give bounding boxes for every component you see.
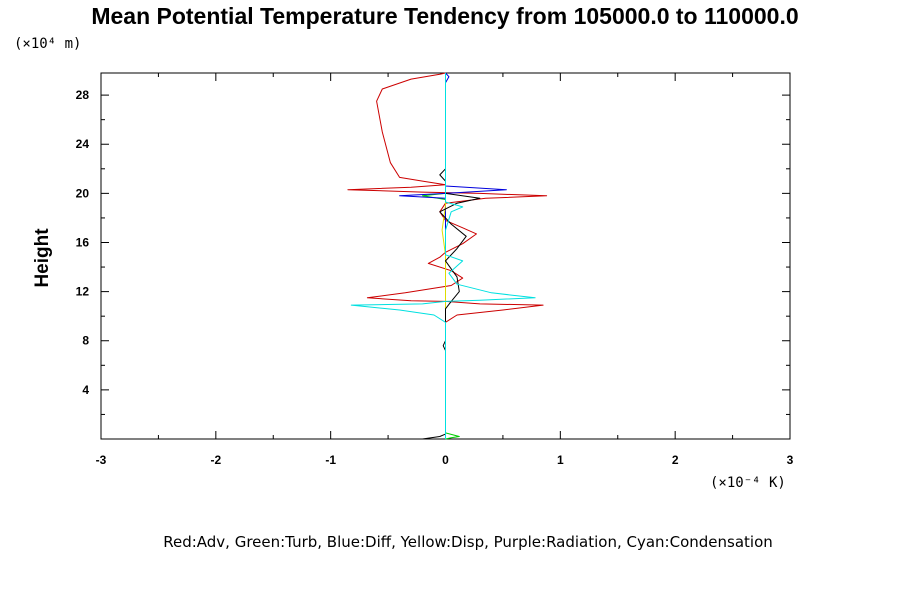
y-tick-label: 12 (76, 285, 90, 299)
y-tick-label: 24 (76, 137, 90, 151)
x-tick-label: 2 (672, 453, 679, 467)
series-line-condensation (350, 73, 536, 439)
y-unit-label: (×10⁴ m) (14, 36, 81, 52)
x-tick-label: 3 (787, 453, 794, 467)
x-tick-label: -1 (325, 453, 336, 467)
series-line-diff (399, 72, 507, 439)
y-tick-label: 16 (76, 235, 90, 249)
y-tick-label: 20 (76, 186, 90, 200)
y-tick-label: 8 (82, 334, 89, 348)
series-line-radiation (422, 73, 481, 440)
y-tick-label: 4 (82, 383, 89, 397)
x-unit-label: (×10⁻⁴ K) (710, 475, 786, 491)
chart-title: Mean Potential Temperature Tendency from… (91, 3, 798, 29)
y-tick-label: 28 (76, 88, 90, 102)
x-tick-label: -2 (210, 453, 221, 467)
x-tick-label: 1 (557, 453, 564, 467)
x-tick-label: -3 (96, 453, 107, 467)
series-line-disp (441, 73, 446, 439)
legend-caption: Red:Adv, Green:Turb, Blue:Diff, Yellow:D… (163, 533, 773, 551)
y-axis-label: Height (32, 228, 53, 288)
series-line-adv (347, 72, 548, 439)
x-tick-label: 0 (442, 453, 449, 467)
series-lines (347, 72, 548, 440)
